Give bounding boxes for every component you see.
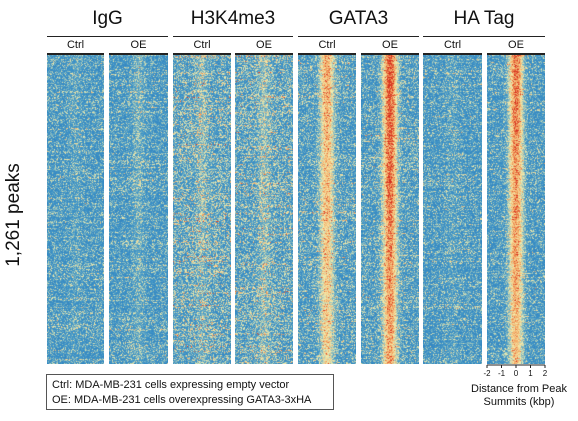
heatmap-panel-2-0 [298, 53, 356, 364]
x-tick-label-0: -2 [483, 369, 491, 378]
heatmap-panel-0-1 [109, 53, 168, 364]
panel-top-border-1-0 [173, 53, 231, 55]
x-axis-title: Distance from Peak Summits (kbp) [471, 383, 567, 408]
group-title-3: HA Tag [453, 8, 515, 29]
condition-label-0-0: Ctrl [66, 39, 85, 51]
heatmap-panel-3-1 [487, 53, 545, 364]
condition-label-3-1: OE [508, 39, 524, 51]
y-axis-label-text: 1,261 peaks [3, 163, 24, 267]
condition-label-1-1: OE [256, 39, 272, 51]
legend-line-ctrl: Ctrl: MDA-MB-231 cells expressing empty … [52, 379, 290, 391]
x-tick-label-1: -1 [498, 369, 506, 378]
condition-label-2-0: Ctrl [318, 39, 336, 51]
heatmap-canvas-1-1 [235, 53, 293, 364]
panel-top-border-3-1 [487, 53, 545, 55]
group-title-1: H3K4me3 [190, 8, 276, 29]
heatmap-panel-3-0 [423, 53, 482, 364]
group-underline-0 [47, 36, 168, 37]
x-tick-label-3: 1 [528, 369, 533, 378]
heatmap-canvas-0-1 [109, 53, 168, 364]
group-underline-2 [298, 36, 419, 37]
panel-top-border-0-1 [109, 53, 168, 55]
heatmap-canvas-0-0 [47, 53, 104, 364]
heatmap-canvas-3-0 [423, 53, 482, 364]
heatmap-panel-1-1 [235, 53, 293, 364]
x-axis: -2 -1 0 1 2 [483, 364, 548, 378]
group-title-0: IgG [92, 8, 123, 29]
x-tick-label-4: 2 [543, 369, 548, 378]
group-title-2: GATA3 [328, 8, 389, 29]
group-underline-1 [173, 36, 293, 37]
heatmap-canvas-3-1 [487, 53, 545, 364]
legend-line-oe: OE: MDA-MB-231 cells overexpressing GATA… [52, 394, 312, 406]
condition-label-2-1: OE [382, 39, 398, 51]
x-tick-label-2: 0 [514, 369, 519, 378]
group-underline-3 [423, 36, 545, 37]
heatmap-panel-0-0 [47, 53, 104, 364]
condition-label-0-1: OE [130, 39, 147, 51]
legend-box: Ctrl: MDA-MB-231 cells expressing empty … [46, 374, 334, 410]
condition-label-1-0: Ctrl [193, 39, 211, 51]
heatmap-canvas-2-0 [298, 53, 356, 364]
panel-top-border-2-0 [298, 53, 356, 55]
panel-top-border-3-0 [423, 53, 482, 55]
heatmap-panel-1-0 [173, 53, 231, 364]
panel-top-border-1-1 [235, 53, 293, 55]
panel-top-border-0-0 [47, 53, 104, 55]
heatmap-canvas-2-1 [361, 53, 419, 364]
heatmap-panel-2-1 [361, 53, 419, 364]
condition-label-3-0: Ctrl [443, 39, 462, 51]
heatmap-canvas-1-0 [173, 53, 231, 364]
panel-top-border-2-1 [361, 53, 419, 55]
